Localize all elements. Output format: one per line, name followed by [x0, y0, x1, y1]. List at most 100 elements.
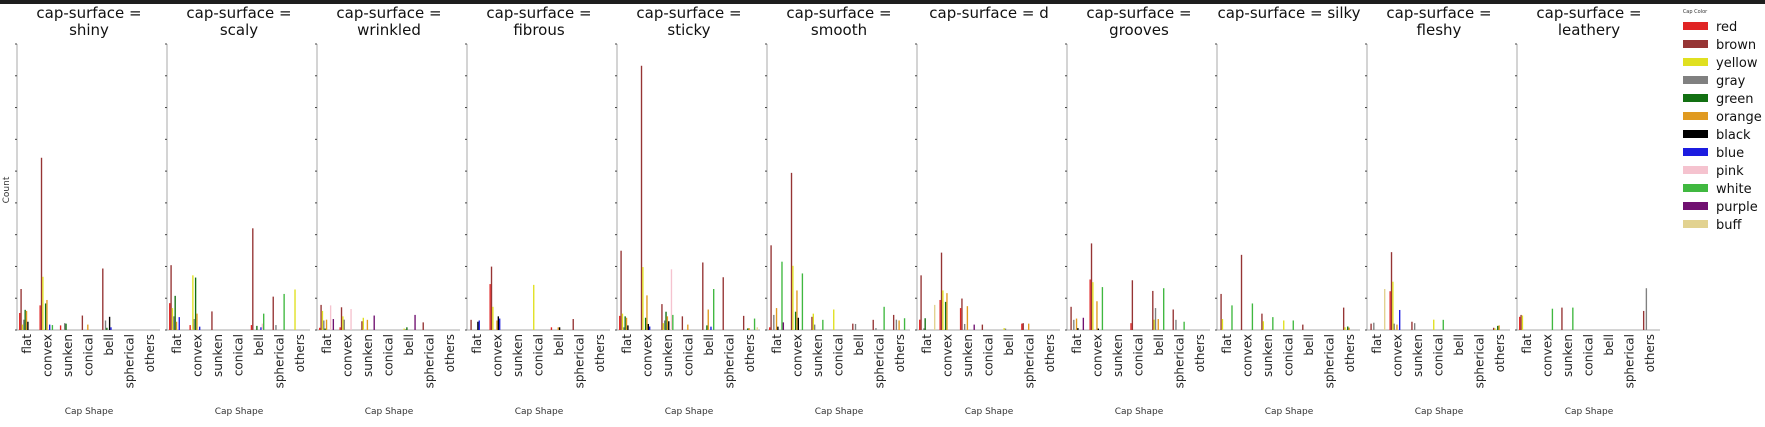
bar-bell-orange — [1157, 319, 1159, 330]
bar-flat-black — [477, 321, 479, 330]
bar-spherical-brown — [272, 296, 274, 330]
legend-label: brown — [1716, 38, 1756, 53]
facet-panel: flat convex sunken conical bell spherical othe… — [1515, 43, 1660, 417]
x-tick-label: others — [593, 334, 607, 372]
bar-flat-red — [19, 312, 21, 330]
legend-swatch — [1683, 202, 1708, 210]
bar-flat-red — [919, 319, 921, 330]
x-axis-label: Cap Shape — [665, 407, 714, 417]
facet-panel: flat convex sunken conical bell spherical othe… — [915, 43, 1060, 417]
bar-flat-red — [769, 327, 771, 330]
bar-conical-yellow — [1283, 320, 1285, 330]
x-tick-label: spherical — [1022, 334, 1036, 388]
x-axis-label: Cap Shape — [1115, 407, 1164, 417]
bar-convex-yellow — [642, 267, 644, 330]
x-tick-label: conical — [82, 334, 96, 376]
bar-convex-gray — [193, 319, 195, 330]
bar-convex-brown — [940, 252, 943, 330]
bar-conical-white — [1442, 319, 1444, 330]
x-axis-label: Cap Shape — [965, 407, 1014, 417]
bar-convex-green — [944, 301, 947, 330]
legend-swatch — [1683, 40, 1708, 48]
bar-convex-red — [1389, 291, 1391, 330]
bar-flat-green — [324, 328, 326, 330]
legend-item-white: white — [1683, 182, 1752, 197]
facet-title: cap-surface = fibrous — [486, 4, 592, 39]
x-axis-label: Cap Shape — [815, 407, 864, 417]
bar-sunken-white — [822, 319, 824, 330]
bar-flat-red — [169, 303, 171, 330]
x-tick-label: others — [893, 334, 907, 372]
bar-others-orange — [748, 328, 750, 330]
bar-flat-blue — [478, 320, 480, 330]
bar-convex-blue — [49, 324, 51, 330]
bar-flat-brown — [1370, 323, 1372, 330]
legend-label: black — [1716, 128, 1751, 143]
x-tick-label: others — [1043, 334, 1057, 372]
bar-bell-red — [550, 327, 553, 330]
x-tick-label: conical — [1132, 334, 1146, 376]
legend-item-purple: purple — [1683, 200, 1758, 215]
bar-convex-red — [939, 299, 941, 330]
x-tick-label: conical — [1282, 334, 1296, 376]
bar-sunken-brown — [361, 321, 363, 330]
facet-panel: flat convex sunken conical bell spherical othe… — [315, 43, 460, 417]
bar-convex-black — [797, 317, 800, 330]
bar-convex-orange — [796, 290, 798, 330]
bar-flat-gray — [173, 316, 175, 330]
bar-others-brown — [892, 314, 895, 330]
bar-convex-blue — [199, 326, 201, 330]
bar-convex-red — [489, 284, 491, 330]
bar-sunken-red — [59, 325, 62, 330]
x-tick-label: others — [443, 334, 457, 372]
bar-flat-brown — [20, 289, 22, 330]
bar-spherical-orange — [1027, 323, 1030, 330]
x-tick-label: convex — [941, 334, 955, 377]
bar-bell-black — [108, 316, 111, 330]
bar-convex-yellow — [1092, 282, 1094, 330]
bar-bell-gray — [1004, 328, 1007, 330]
legend-swatch — [1683, 58, 1708, 66]
x-tick-label: conical — [1582, 334, 1596, 376]
bar-flat-yellow — [321, 310, 324, 330]
x-tick-label: others — [1193, 334, 1207, 372]
bar-spherical-gray — [275, 325, 277, 330]
x-tick-label: conical — [382, 334, 396, 376]
bar-others-brown — [742, 315, 745, 330]
bar-flat-gray — [923, 328, 925, 330]
bar-convex-yellow — [492, 306, 494, 330]
bar-flat-orange — [1075, 318, 1078, 330]
x-axis-label: Cap Shape — [515, 407, 564, 417]
x-tick-label: conical — [982, 334, 996, 376]
bar-flat-green — [624, 316, 626, 330]
legend-swatch — [1683, 166, 1708, 174]
facet-panel: flat convex sunken conical bell spherical othe… — [1365, 43, 1510, 417]
x-tick-label: convex — [1241, 334, 1255, 377]
bar-flat-brown — [1220, 293, 1222, 330]
bar-spherical-gray — [875, 328, 877, 330]
bar-flat-brown — [320, 304, 322, 330]
bar-sunken-yellow — [812, 313, 814, 330]
legend: Cap Color red brown yellow gray green orange bl… — [1683, 9, 1762, 233]
bar-spherical-brown — [422, 322, 424, 330]
bar-bell-brown — [852, 323, 854, 330]
bar-bell-brown — [702, 262, 704, 330]
bar-convex-green — [794, 311, 797, 330]
bar-convex-blue — [649, 326, 651, 330]
bar-convex-brown — [40, 157, 43, 330]
bar-others-orange — [898, 320, 900, 330]
bar-flat-black — [777, 326, 779, 330]
facet-panel: flat convex sunken conical bell spherical othe… — [765, 43, 910, 417]
bar-others-yellow — [1344, 327, 1346, 330]
bar-sunken-green — [65, 323, 67, 330]
bar-convex-yellow — [942, 290, 944, 330]
bar-bell-gray — [404, 329, 407, 330]
x-tick-label: flat — [1520, 334, 1534, 354]
bar-bell-blue — [110, 327, 112, 330]
legend-item-yellow: yellow — [1683, 56, 1758, 71]
x-tick-label: flat — [470, 334, 484, 354]
bar-convex-brown — [790, 172, 793, 330]
bar-bell-green — [406, 327, 408, 330]
bar-flat-buff — [1384, 289, 1386, 330]
legend-swatch — [1683, 148, 1708, 156]
